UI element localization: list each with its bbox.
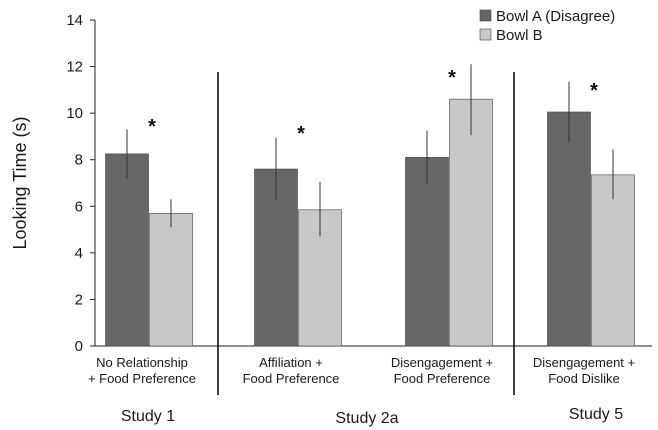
y-tick-label: 2 bbox=[75, 291, 83, 308]
category-label: Affiliation + bbox=[259, 355, 323, 370]
y-tick-label: 12 bbox=[66, 59, 83, 76]
study-separators bbox=[217, 72, 515, 395]
bar-bowl-b bbox=[449, 98, 493, 347]
y-tick-label: 0 bbox=[75, 338, 83, 355]
error-bars bbox=[126, 64, 614, 237]
category-label: Food Preference bbox=[243, 371, 340, 386]
category-label: Disengagement + bbox=[533, 355, 635, 370]
bars bbox=[105, 98, 635, 347]
bar-bowl-a bbox=[547, 111, 591, 347]
legend-swatch bbox=[479, 28, 492, 41]
significance-star: * bbox=[297, 123, 305, 145]
bar-bowl-a bbox=[105, 153, 149, 347]
bar-bowl-b bbox=[149, 212, 193, 347]
category-label: + Food Preference bbox=[88, 371, 196, 386]
legend-label: Bowl B bbox=[496, 27, 543, 44]
y-tick-label: 4 bbox=[75, 245, 83, 262]
study-label: Study 5 bbox=[569, 406, 623, 423]
study-label: Study 2a bbox=[335, 410, 398, 427]
significance-star: * bbox=[590, 80, 598, 102]
study-label: Study 1 bbox=[121, 408, 175, 425]
category-labels: No Relationship+ Food Preference Affiliat… bbox=[88, 355, 635, 386]
bar-bowl-b bbox=[591, 174, 635, 347]
category-label: Disengagement + bbox=[391, 355, 493, 370]
y-tick-label: 6 bbox=[75, 198, 83, 215]
y-tick-label: 10 bbox=[66, 105, 83, 122]
significance-star: * bbox=[448, 67, 456, 89]
legend-swatch bbox=[479, 9, 492, 22]
category-label: Food Preference bbox=[394, 371, 491, 386]
bar-bowl-a bbox=[405, 157, 449, 347]
y-axis-label: Looking Time (s) bbox=[10, 116, 30, 249]
significance-markers: * * * * bbox=[148, 67, 598, 145]
legend-label: Bowl A (Disagree) bbox=[496, 8, 615, 25]
legend: Bowl A (Disagree) Bowl B bbox=[479, 8, 615, 44]
y-tick-label: 14 bbox=[66, 12, 83, 29]
significance-star: * bbox=[148, 116, 156, 138]
y-tick-label: 8 bbox=[75, 152, 83, 169]
category-label: Food Dislike bbox=[548, 371, 620, 386]
study-labels: Study 1 Study 2a Study 5 bbox=[121, 406, 623, 427]
category-label: No Relationship bbox=[96, 355, 188, 370]
bar-bowl-b bbox=[298, 209, 342, 347]
